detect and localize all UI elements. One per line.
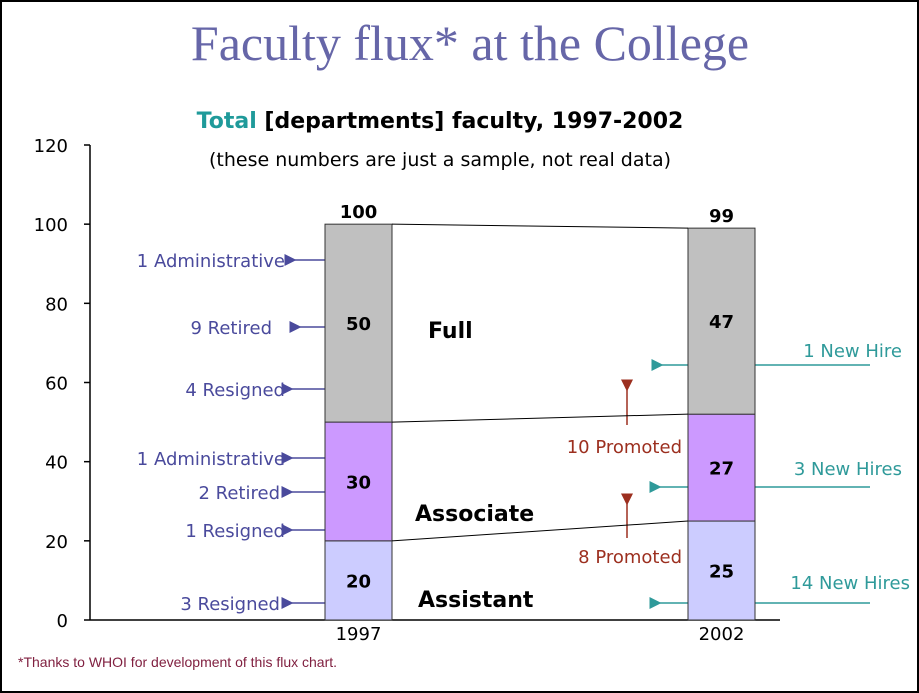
y-tick-label: 60 <box>45 374 68 395</box>
y-tick-label: 80 <box>45 294 68 315</box>
right-annotations: 1 New Hire 3 New Hires 14 New Hires <box>649 341 910 609</box>
annotation: 3 Resigned <box>180 594 280 615</box>
segment-label: 25 <box>709 562 734 583</box>
x-tick-label: 1997 <box>336 624 382 645</box>
bar-segment <box>324 223 393 423</box>
y-tick-label: 20 <box>45 532 68 553</box>
segment-label: 50 <box>346 314 371 335</box>
bar-segment <box>687 413 756 522</box>
segment-label: 47 <box>709 312 734 333</box>
bar-segment <box>324 540 393 621</box>
annotation: 1 Administrative <box>137 251 285 272</box>
flux-line <box>391 223 689 229</box>
promoted-annotations: 10 Promoted 8 Promoted <box>567 379 682 568</box>
annotation: 1 Administrative <box>137 449 285 470</box>
y-tick-label: 40 <box>45 453 68 474</box>
series-label: Assistant <box>418 588 534 613</box>
series-label: Associate <box>415 502 534 527</box>
total-label: 100 <box>340 202 378 223</box>
total-label: 99 <box>709 206 734 227</box>
bar-segment <box>687 520 756 621</box>
annotation: 4 Resigned <box>185 380 285 401</box>
bar-segment <box>324 421 393 542</box>
segment-label: 27 <box>709 459 734 480</box>
annotation: 3 New Hires <box>794 459 902 480</box>
note: (these numbers are just a sample, not re… <box>209 149 671 171</box>
y-tick-label: 0 <box>57 611 68 632</box>
x-tick-label: 2002 <box>699 624 745 645</box>
chart-title: Faculty flux* at the College <box>191 15 749 71</box>
y-tick-label: 100 <box>34 215 68 236</box>
annotation: 8 Promoted <box>578 547 682 568</box>
left-annotations: 1 Administrative 9 Retired 4 Resigned 1 … <box>137 251 340 615</box>
annotation: 1 Resigned <box>185 521 285 542</box>
annotation: 2 Retired <box>198 483 280 504</box>
subtitle-text: [departments] faculty, 1997-2002 <box>264 109 683 134</box>
footnote: *Thanks to WHOI for development of this … <box>18 654 337 670</box>
annotation: 9 Retired <box>190 318 272 339</box>
y-tick-label: 120 <box>34 136 68 157</box>
annotation: 10 Promoted <box>567 437 682 458</box>
flux-line <box>391 520 689 542</box>
segment-label: 20 <box>346 571 371 592</box>
subtitle-highlight: Total <box>197 109 257 134</box>
segment-label: 30 <box>346 472 371 493</box>
chart-subtitle: Total [departments] faculty, 1997-2002 <box>197 109 684 134</box>
bar-segment <box>687 227 756 415</box>
series-label: Full <box>428 319 473 344</box>
flux-line <box>391 413 689 423</box>
annotation: 1 New Hire <box>803 341 902 362</box>
annotation: 14 New Hires <box>790 573 910 594</box>
